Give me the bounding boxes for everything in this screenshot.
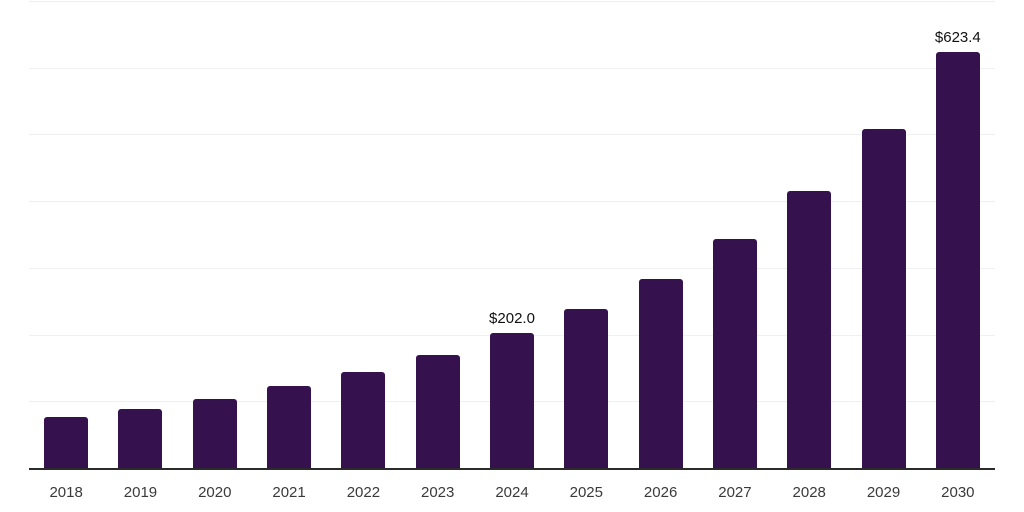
gridline-400 — [29, 201, 995, 203]
x-tick-label-2021: 2021 — [272, 484, 306, 501]
value-label-2030: $623.4 — [934, 29, 981, 47]
x-tick-label-2030: 2030 — [941, 484, 975, 501]
bar-2019 — [118, 408, 163, 468]
gridline-700 — [29, 1, 995, 2]
gridline-600 — [29, 67, 995, 69]
bar-2024 — [490, 333, 534, 468]
x-axis-line — [29, 468, 995, 470]
x-tick-label-2019: 2019 — [123, 484, 158, 501]
x-tick-label-2020: 2020 — [198, 484, 232, 501]
bar-2025 — [564, 309, 609, 468]
bar-2029 — [861, 129, 906, 468]
bar-2023 — [415, 355, 460, 468]
x-tick-label-2023: 2023 — [421, 484, 455, 501]
bar-2021 — [267, 385, 312, 468]
x-tick-label-2026: 2026 — [643, 484, 678, 501]
x-tick-label-2029: 2029 — [866, 484, 901, 501]
x-tick-label-2028: 2028 — [792, 484, 826, 501]
bar-2027 — [712, 239, 757, 468]
bar-2020 — [192, 398, 237, 468]
bar-2030 — [935, 52, 980, 468]
x-tick-label-2022: 2022 — [346, 484, 381, 501]
bar-2018 — [44, 416, 89, 468]
gridline-500 — [29, 134, 995, 136]
value-label-2024: $202.0 — [489, 310, 535, 328]
x-tick-label-2018: 2018 — [49, 484, 83, 501]
gridline-300 — [29, 267, 995, 269]
bar-2028 — [787, 191, 832, 468]
x-tick-label-2024: 2024 — [495, 484, 529, 501]
x-tick-label-2027: 2027 — [718, 484, 752, 501]
x-tick-label-2025: 2025 — [569, 484, 603, 501]
bar-2022 — [341, 371, 386, 468]
bar-2026 — [638, 278, 683, 468]
